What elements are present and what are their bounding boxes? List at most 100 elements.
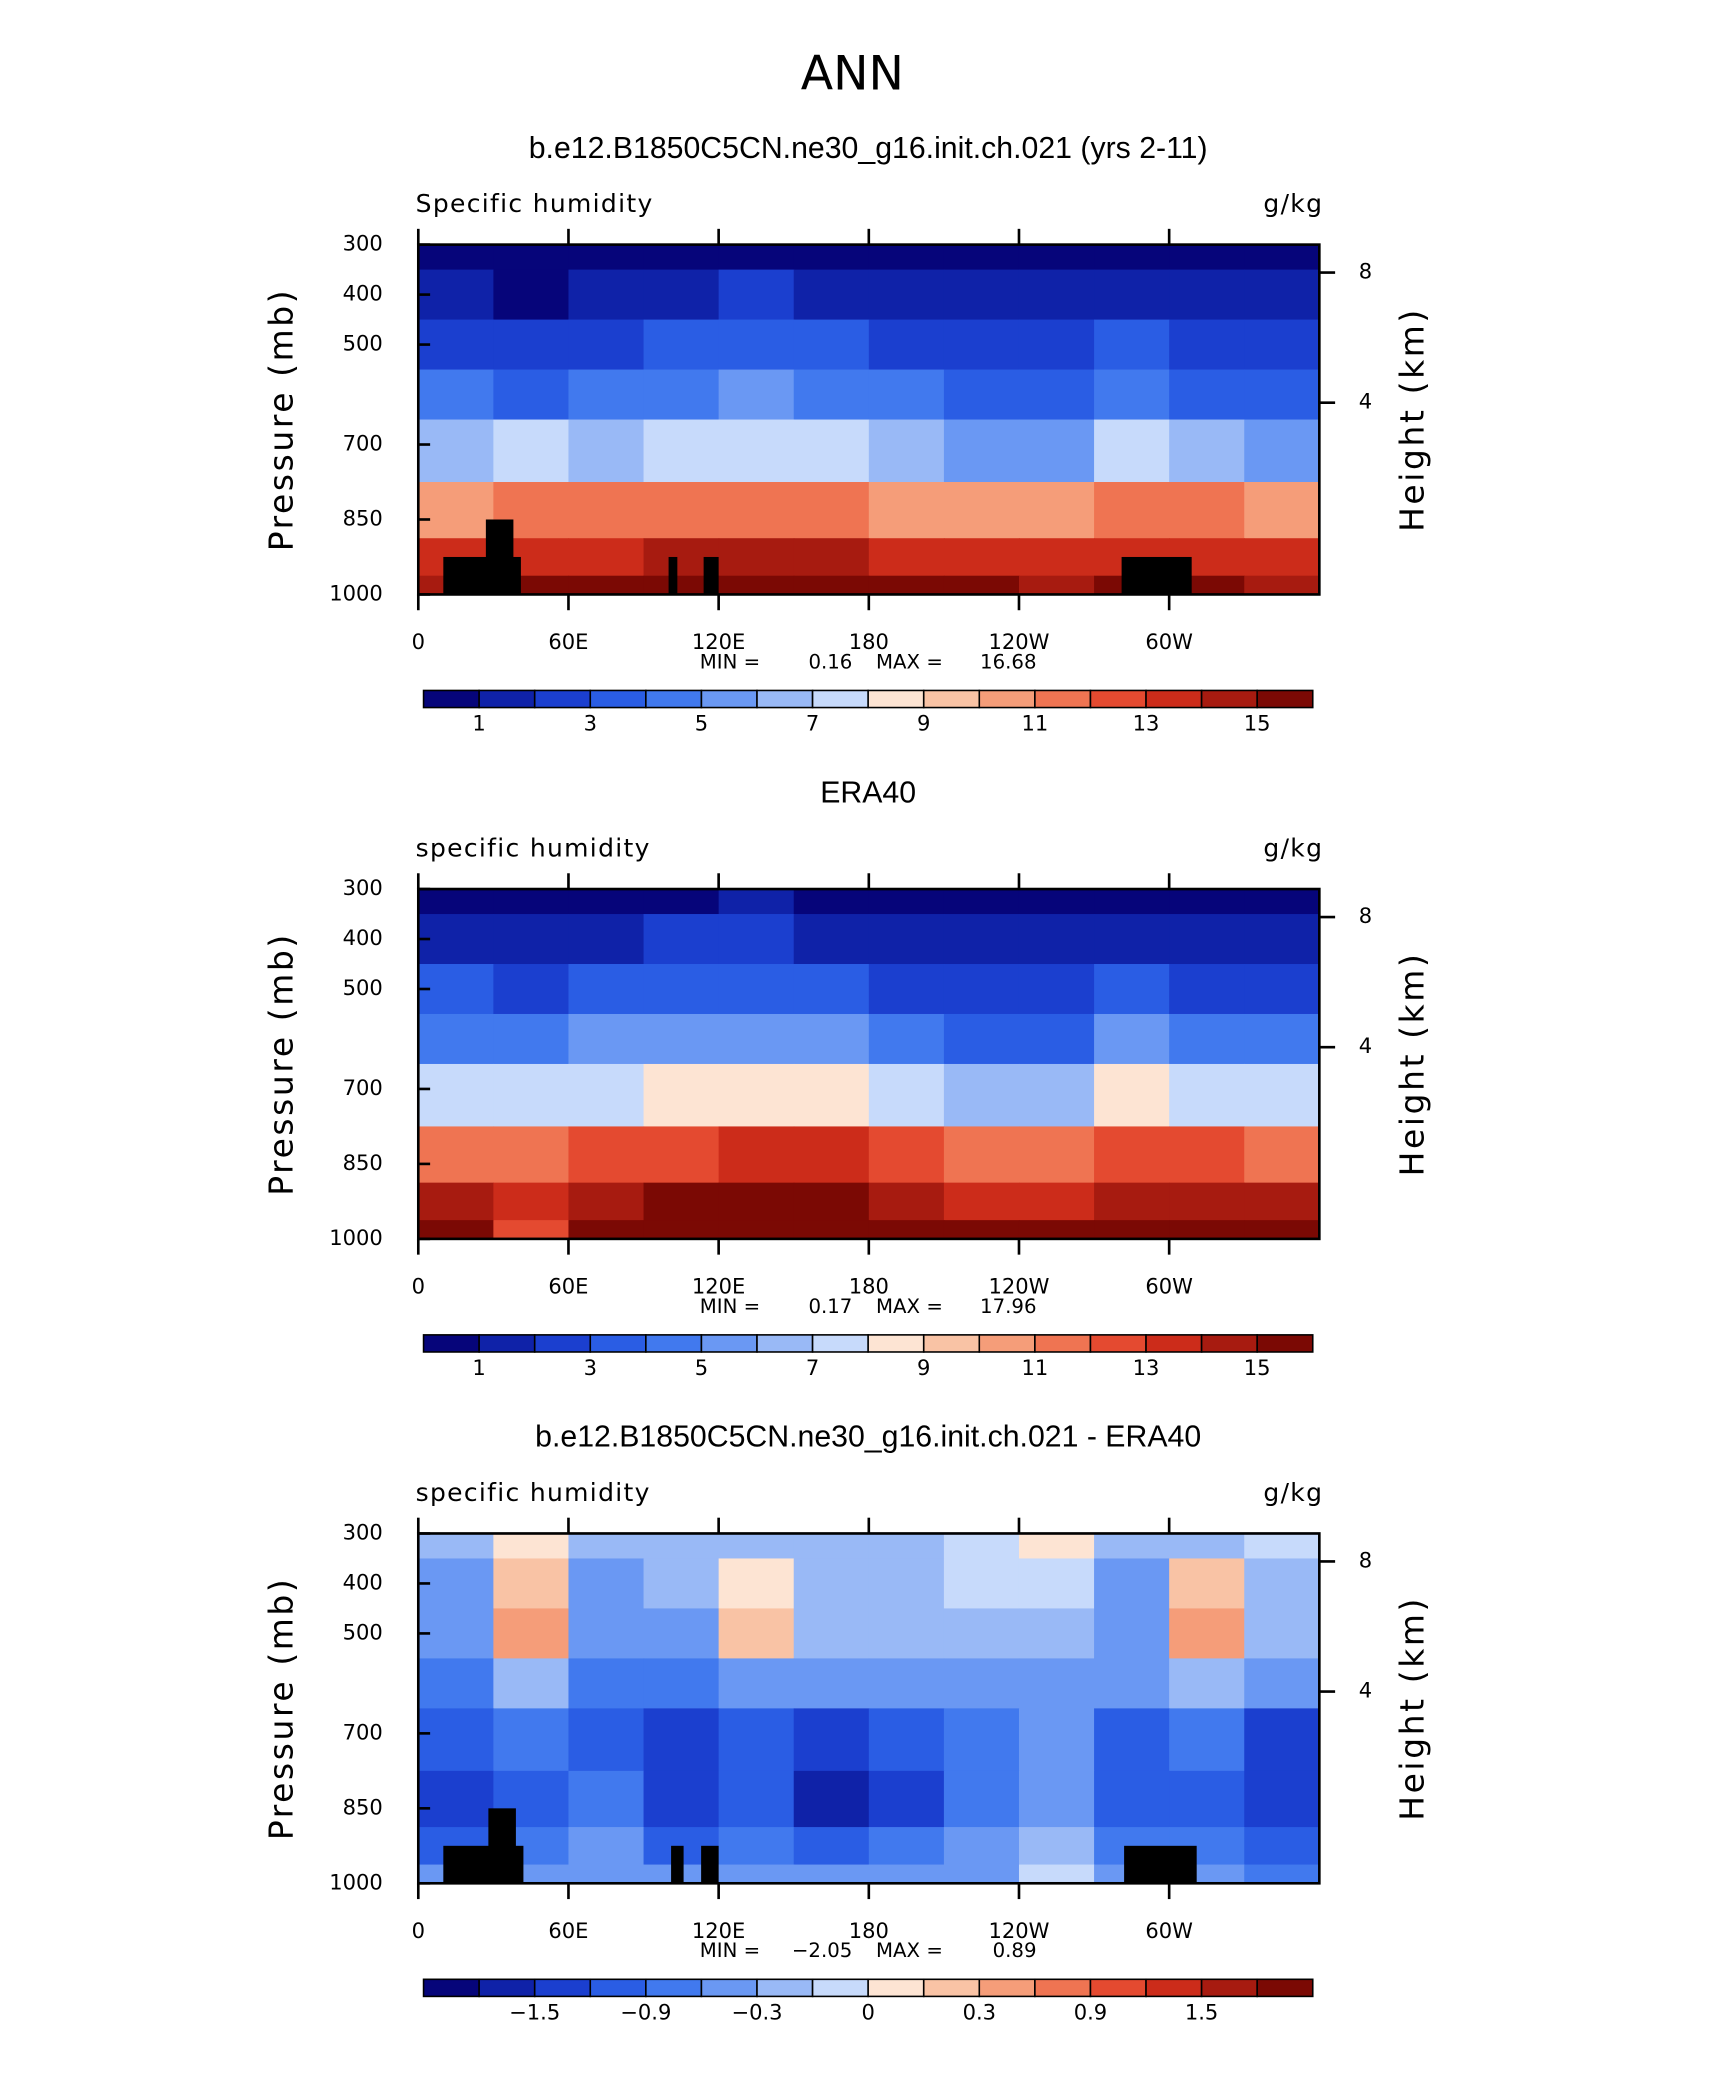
field-cell xyxy=(1244,538,1320,577)
field-cell xyxy=(1018,1013,1095,1065)
field-cell xyxy=(868,1770,945,1828)
field-cell xyxy=(943,575,1020,596)
field-cell xyxy=(718,1827,795,1866)
field xyxy=(418,244,1320,596)
y-axis-label: Pressure (mb) xyxy=(261,932,300,1196)
field-cell xyxy=(793,244,870,271)
colorbar-tick-label: 1.5 xyxy=(1185,2000,1218,2025)
field-cell xyxy=(1094,482,1170,539)
min-label: MIN = xyxy=(700,1295,760,1318)
field-cell xyxy=(793,1864,870,1884)
field-cell xyxy=(568,1558,645,1610)
x-tick-label: 60W xyxy=(1145,1918,1193,1943)
field-cell xyxy=(493,1013,570,1065)
field-cell xyxy=(1094,889,1170,915)
field-cell xyxy=(1018,1063,1095,1128)
field-cell xyxy=(418,1126,495,1184)
x-tick-label: 120W xyxy=(989,1918,1050,1943)
field-cell xyxy=(868,1013,945,1065)
field-cell xyxy=(1094,1533,1170,1560)
field-cell xyxy=(1094,1658,1170,1710)
field-cell xyxy=(1169,914,1245,965)
colorbar-tick-label: 5 xyxy=(695,711,708,736)
field-cell xyxy=(793,575,870,596)
field-cell xyxy=(1018,538,1095,577)
field-cell xyxy=(493,269,570,321)
terrain-mask xyxy=(668,556,678,595)
field-cell xyxy=(493,1126,570,1184)
field-cell xyxy=(643,244,720,271)
field-cell xyxy=(493,1708,570,1772)
field-cell xyxy=(1244,319,1320,371)
field-cell xyxy=(1018,419,1095,483)
field-cell xyxy=(418,1708,495,1772)
field-cell xyxy=(1244,1770,1320,1828)
panel-title: b.e12.B1850C5CN.ne30_g16.init.ch.021 - E… xyxy=(535,1421,1201,1454)
field-cell xyxy=(493,1608,570,1660)
field-cell xyxy=(943,482,1020,539)
colorbar-box xyxy=(867,1978,925,1998)
field-cell xyxy=(493,369,570,421)
field-cell xyxy=(718,1708,795,1772)
field-cell xyxy=(493,1182,570,1221)
field-cell xyxy=(568,244,645,271)
field-cell xyxy=(943,964,1020,1015)
field-cell xyxy=(643,369,720,421)
y-tick-label: 850 xyxy=(343,505,383,530)
y2-tick-label: 4 xyxy=(1359,1033,1372,1058)
field-cell xyxy=(1244,244,1320,271)
min-value: 0.16 xyxy=(808,650,852,673)
colorbar-box xyxy=(811,1334,869,1353)
field-cell xyxy=(418,889,495,915)
field-cell xyxy=(493,1063,570,1128)
field-cell xyxy=(1169,1558,1245,1610)
x-tick-label: 120E xyxy=(692,1274,745,1299)
field-cell xyxy=(943,538,1020,577)
x-tick-label: 120W xyxy=(989,1274,1050,1299)
field-cell xyxy=(418,1658,495,1710)
field xyxy=(418,889,1320,1240)
colorbar-tick-label: 11 xyxy=(1021,711,1048,736)
field xyxy=(418,1533,1320,1884)
field-cell xyxy=(643,889,720,915)
field-cell xyxy=(1018,1827,1095,1866)
field-cell xyxy=(643,1063,720,1128)
field-cell xyxy=(568,575,645,596)
field-cell xyxy=(418,369,495,421)
x-tick-label: 0 xyxy=(412,1918,425,1943)
field-cell xyxy=(718,244,795,271)
y2-tick-label: 4 xyxy=(1359,1678,1372,1703)
field-cell xyxy=(1169,419,1245,483)
field-cell xyxy=(1169,1013,1245,1065)
field-cell xyxy=(718,1558,795,1610)
right-label: g/kg xyxy=(1263,834,1323,863)
field-cell xyxy=(1018,1533,1095,1560)
field-cell xyxy=(868,1063,945,1128)
field-cell xyxy=(1094,244,1170,271)
field-cell xyxy=(793,964,870,1015)
field-cell xyxy=(493,419,570,483)
field-cell xyxy=(793,914,870,965)
colorbar-box xyxy=(978,1334,1036,1353)
field-cell xyxy=(568,269,645,321)
field-cell xyxy=(643,482,720,539)
field-cell xyxy=(943,369,1020,421)
field-cell xyxy=(493,1658,570,1710)
max-label: MAX = xyxy=(876,1295,943,1318)
field-cell xyxy=(1094,319,1170,371)
colorbar-tick-label: 1 xyxy=(472,711,485,736)
colorbar-tick-label: 11 xyxy=(1021,1355,1048,1380)
field-cell xyxy=(1169,269,1245,321)
field-cell xyxy=(418,269,495,321)
colorbar-box xyxy=(811,1978,869,1998)
field-cell xyxy=(943,269,1020,321)
panel-title: b.e12.B1850C5CN.ne30_g16.init.ch.021 (yr… xyxy=(529,132,1208,165)
field-cell xyxy=(1169,1708,1245,1772)
colorbar-box xyxy=(700,1334,758,1353)
y2-tick-label: 8 xyxy=(1359,1547,1372,1572)
colorbar-tick-label: −0.9 xyxy=(620,2000,671,2025)
field-cell xyxy=(1244,369,1320,421)
colorbar-box xyxy=(978,689,1036,709)
field-cell xyxy=(1094,914,1170,965)
field-cell xyxy=(1244,1220,1320,1240)
